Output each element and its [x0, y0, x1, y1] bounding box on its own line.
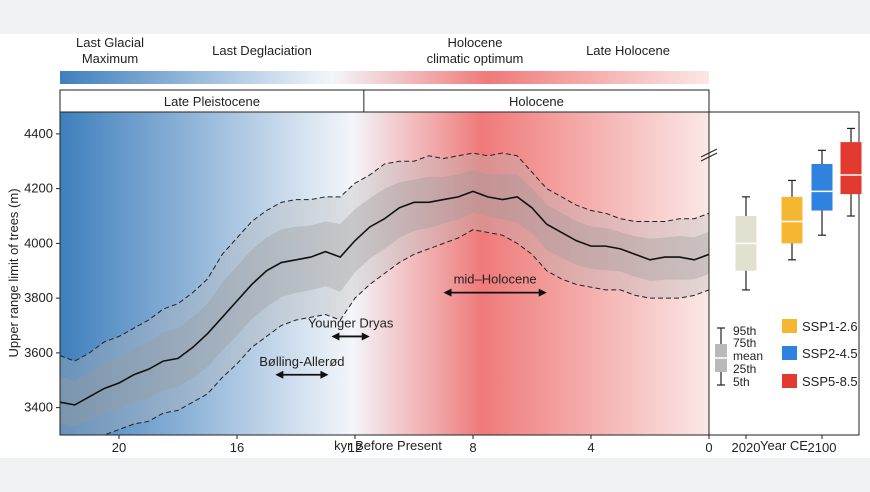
y-tick-label: 4200: [24, 181, 53, 196]
legend-item-ssp2-45: SSP2-4.5: [782, 346, 858, 361]
y-tick-label: 3400: [24, 400, 53, 415]
x-tick-label: 4: [587, 440, 594, 455]
x-tick-label: 0: [705, 440, 712, 455]
box-body: [781, 196, 803, 244]
projection-panel-border: [708, 111, 860, 436]
y-tick-label: 4400: [24, 126, 53, 141]
year-axis: 2020 2100: [732, 435, 837, 455]
percentile-label: 5th: [733, 375, 750, 389]
period-label-holocene-optimum-2: climatic optimum: [427, 51, 524, 66]
period-label-holocene-optimum: Holocene: [448, 35, 503, 50]
y-axis-label: Upper range limit of trees (m): [6, 188, 21, 357]
year-axis-label: Year CE: [760, 438, 808, 453]
annotation-arrowhead-left: [275, 370, 284, 379]
legend-swatch: [782, 319, 797, 333]
lower-5-line: [102, 229, 709, 435]
percentile-label: 95th: [733, 324, 756, 338]
period-label-lgm-2: Maximum: [82, 51, 138, 66]
scenario-legend: SSP1-2.6 SSP2-4.5 SSP5-8.5: [782, 319, 858, 389]
period-gradient-bar: [60, 71, 709, 84]
box-ssp2-4.5: [811, 149, 833, 236]
year-tick-label: 2020: [732, 440, 761, 455]
x-tick-label: 20: [112, 440, 126, 455]
annotation-label: Younger Dryas: [308, 315, 394, 330]
inner-band: [60, 170, 709, 426]
y-tick-label: 4000: [24, 235, 53, 250]
annotation-2: Bølling-Allerød: [259, 354, 345, 379]
x-tick-label: 8: [469, 440, 476, 455]
box-body: [811, 164, 833, 211]
x-axis-label: kyr Before Present: [334, 438, 442, 453]
upper-95-line: [60, 152, 709, 362]
box-ssp5-8.5: [840, 127, 862, 217]
axis-break-marker: [700, 148, 718, 162]
box-2020: [735, 196, 757, 291]
annotation-arrowhead-right: [320, 370, 329, 379]
percentile-label: 75th: [733, 336, 756, 350]
x-tick-label: 12: [348, 440, 362, 455]
plot-marks: [60, 152, 709, 435]
annotation-0: mid–Holocene: [443, 272, 547, 297]
annotation-arrowhead-left: [443, 288, 452, 297]
annotations: mid–Holocene Younger Dryas Bølling-Allerød: [259, 272, 547, 379]
mean-line: [60, 190, 709, 406]
projection-boxes: [735, 127, 862, 291]
y-tick-label: 3800: [24, 290, 53, 305]
period-label-deglaciation: Last Deglaciation: [212, 43, 312, 58]
epoch-label-holocene: Holocene: [509, 94, 564, 109]
year-tick-label: 2100: [808, 440, 837, 455]
annotation-1: Younger Dryas: [308, 315, 394, 341]
y-tick-label: 3600: [24, 345, 53, 360]
box-body: [840, 142, 862, 195]
box-ssp1-2.6: [781, 179, 803, 261]
annotation-arrowhead-right: [361, 332, 370, 341]
legend-label: SSP5-8.5: [802, 374, 858, 389]
legend-swatch: [782, 374, 797, 388]
percentile-label: 25th: [733, 362, 756, 376]
legend-item-ssp1-26: SSP1-2.6: [782, 319, 858, 334]
x-axis: 20 16 12 8 4 0: [112, 435, 713, 455]
y-axis: 3400 3600 3800 4000 4200 4400: [24, 126, 60, 415]
period-label-late-holocene: Late Holocene: [586, 43, 670, 58]
annotation-label: Bølling-Allerød: [259, 354, 344, 369]
epoch-label-late-pleistocene: Late Pleistocene: [164, 94, 260, 109]
percentile-label: mean: [733, 349, 763, 363]
period-labels: Last Glacial Maximum Last Deglaciation H…: [76, 35, 670, 66]
legend-swatch: [782, 346, 797, 360]
annotation-label: mid–Holocene: [454, 272, 537, 287]
period-label-lgm: Last Glacial: [76, 35, 144, 50]
epoch-bar: Late Pleistocene Holocene: [59, 89, 710, 113]
legend-item-ssp5-85: SSP5-8.5: [782, 374, 858, 389]
annotation-arrowhead-left: [331, 332, 340, 341]
x-tick-label: 16: [230, 440, 244, 455]
annotation-arrowhead-right: [538, 288, 547, 297]
legend-label: SSP2-4.5: [802, 346, 858, 361]
legend-label: SSP1-2.6: [802, 319, 858, 334]
